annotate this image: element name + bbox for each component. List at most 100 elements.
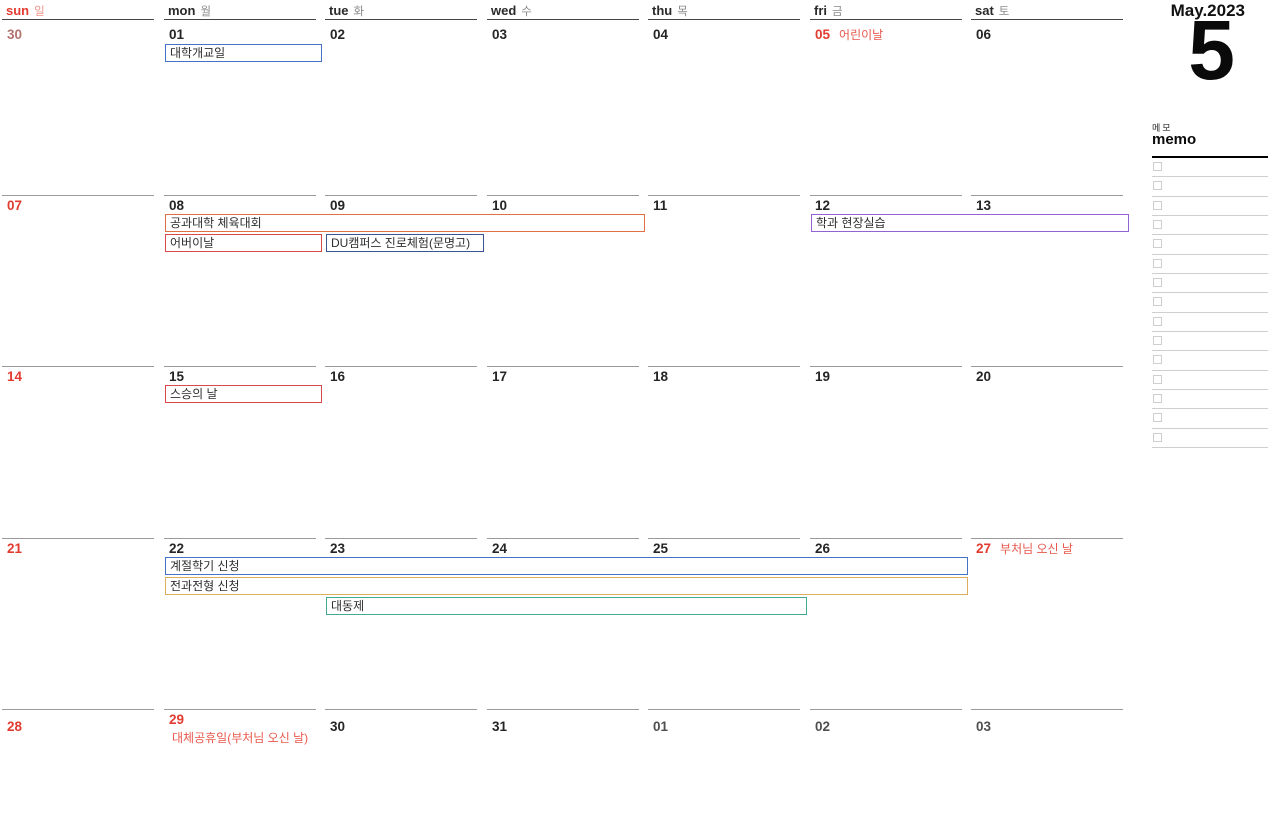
weekday-header-fri: fri 금 [814, 2, 843, 20]
checkbox-icon [1153, 374, 1162, 384]
divider [648, 538, 800, 539]
weekday-header-mon: mon 월 [168, 2, 211, 20]
checkbox-icon [1153, 181, 1162, 191]
day-number: 25 [653, 541, 669, 556]
divider [648, 19, 800, 20]
day-number: 27 [976, 541, 992, 556]
memo-row [1152, 390, 1268, 410]
day-w2-18: 18 [653, 370, 668, 384]
divider [810, 195, 962, 196]
day-number: 26 [815, 541, 831, 556]
day-number: 29 [169, 712, 185, 727]
memo-row [1152, 235, 1268, 255]
divider [810, 538, 962, 539]
weekday-en-label: wed [491, 3, 517, 18]
day-w1-10: 10 [492, 199, 507, 213]
day-w0-05: 05 어린이날 [815, 27, 883, 43]
divider [164, 709, 316, 710]
weekday-ko-label: 수 [521, 6, 532, 18]
weekday-ko-label: 토 [998, 6, 1010, 18]
day-w3-24: 24 [492, 542, 507, 556]
day-number: 28 [7, 719, 23, 734]
event-2: 어버이날 [165, 234, 322, 252]
divider [2, 366, 154, 367]
divider [487, 709, 639, 710]
weekday-en-label: tue [329, 3, 349, 18]
day-w3-26: 26 [815, 542, 830, 556]
day-number: 13 [976, 198, 992, 213]
checkbox-icon [1153, 393, 1162, 403]
memo-row [1152, 351, 1268, 371]
day-w1-07: 07 [7, 199, 22, 213]
event-0: 대학개교일 [165, 44, 322, 62]
day-w4-01: 01 [653, 720, 668, 734]
divider [648, 195, 800, 196]
day-w3-27: 27 부처님 오신 날 [976, 541, 1073, 557]
memo-label-ko: 메모 [1152, 123, 1173, 133]
memo-row [1152, 158, 1268, 178]
memo-row [1152, 409, 1268, 429]
event-8: 대동제 [326, 597, 807, 615]
weekday-ko-label: 일 [34, 6, 45, 18]
divider [164, 19, 316, 20]
checkbox-icon [1153, 239, 1162, 249]
weekday-en-label: sun [6, 3, 30, 18]
memo-row [1152, 255, 1268, 274]
day-number: 15 [169, 369, 185, 384]
divider [971, 538, 1123, 539]
sidebar: May.2023 5 메모 memo [1150, 0, 1268, 835]
day-w4-29: 29 대체공휴일(부처님 오신 날) [169, 712, 308, 746]
day-w4-30: 30 [330, 720, 345, 734]
day-number: 18 [653, 369, 669, 384]
memo-row [1152, 177, 1268, 197]
memo-row [1152, 216, 1268, 236]
day-w2-15: 15 [169, 370, 184, 384]
day-number: 01 [169, 27, 185, 42]
weekday-ko-label: 화 [353, 6, 365, 18]
day-number: 19 [815, 369, 831, 384]
divider [325, 709, 477, 710]
weekday-header-sun: sun 일 [6, 2, 45, 20]
day-w1-11: 11 [653, 199, 667, 213]
day-w0-30: 30 [7, 28, 22, 42]
day-number: 02 [815, 719, 831, 734]
day-number: 17 [492, 369, 508, 384]
day-number: 30 [330, 719, 346, 734]
day-number: 31 [492, 719, 508, 734]
day-number: 10 [492, 198, 508, 213]
day-w2-17: 17 [492, 370, 507, 384]
day-number: 04 [653, 27, 669, 42]
memo-row [1152, 332, 1268, 352]
day-number: 08 [169, 198, 185, 213]
divider [648, 366, 800, 367]
divider [325, 538, 477, 539]
event-3: DU캠퍼스 진로체험(문명고) [326, 234, 484, 252]
divider [810, 366, 962, 367]
event-1: 공과대학 체육대회 [165, 214, 645, 232]
day-w1-09: 09 [330, 199, 345, 213]
checkbox-icon [1153, 219, 1162, 229]
divider [971, 366, 1123, 367]
day-number: 11 [653, 198, 668, 213]
checkbox-icon [1153, 162, 1162, 171]
day-number: 02 [330, 27, 346, 42]
divider [2, 195, 154, 196]
day-w0-04: 04 [653, 28, 668, 42]
divider [164, 538, 316, 539]
day-w0-02: 02 [330, 28, 345, 42]
day-number: 14 [7, 369, 23, 384]
event-6: 계절학기 신청 [165, 557, 968, 575]
divider [971, 19, 1123, 20]
day-w2-16: 16 [330, 370, 345, 384]
calendar-grid: sun 일 mon 월 tue 화 wed 수 thu 목 fri 금 sat 토 30 01 02 03 04 05… [2, 2, 1129, 746]
day-number: 05 [815, 27, 831, 42]
divider [971, 195, 1123, 196]
memo-row [1152, 313, 1268, 332]
event-5: 스승의 날 [165, 385, 322, 403]
weekday-header-thu: thu 목 [652, 2, 688, 20]
month-big-number: 5 [1188, 3, 1235, 97]
day-w1-13: 13 [976, 199, 991, 213]
divider [2, 538, 154, 539]
weekday-en-label: thu [652, 3, 673, 18]
